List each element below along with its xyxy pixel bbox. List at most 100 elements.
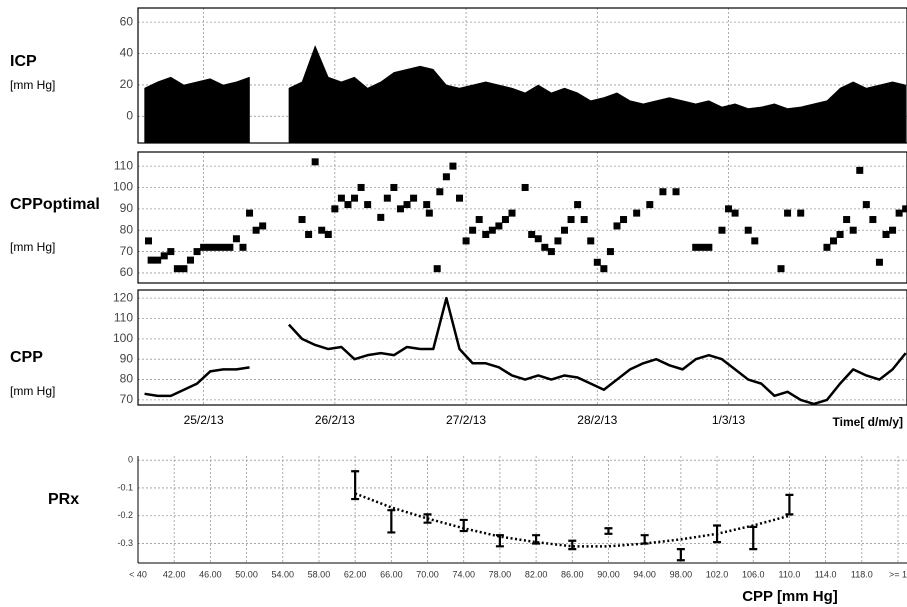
x-tick-label: 66.00 [380,569,403,579]
x-tick-label: >= 1 [889,569,907,579]
cpp-opt-point [902,205,907,213]
error-bar [713,524,722,544]
cpp-opt-point [154,256,162,264]
cpp-opt-point [593,258,601,266]
cpp-opt-point [862,201,870,209]
panel-title: ICP [10,53,37,70]
cpp-opt-point [206,243,214,251]
cpp-opt-point [456,194,464,202]
cpp-opt-point [200,243,208,251]
y-tick-label: 110 [114,311,133,325]
cpp-opt-point [744,226,752,234]
y-tick-label: 110 [114,158,133,172]
x-tick-label: 94.00 [633,569,656,579]
y-tick-label: 0 [126,108,133,122]
x-tick-label: 58.00 [308,569,331,579]
x-tick-label: 98.00 [670,569,693,579]
panel-title: CPPoptimal [10,196,100,213]
cpp-opt-point [232,235,240,243]
x-tick-label: 102.0 [706,569,729,579]
cpp-opt-point [501,216,509,224]
cpp-opt-point [252,226,260,234]
cpp-opt-point [495,222,503,230]
cpp-opt-point [705,243,713,251]
cpp-opt-point [784,209,792,217]
cpp-opt-point [186,256,194,264]
cpp-opt-point [698,243,706,251]
y-tick-label: 100 [113,331,133,345]
cpp-opt-point [403,201,411,209]
cpp-opt-point [193,248,201,256]
cpp-opt-point [882,230,890,238]
x-tick-label: 25/2/13 [184,413,224,427]
cpp-opt-point [482,230,490,238]
cpp-opt-point [869,216,877,224]
cpp-opt-point [560,226,568,234]
cpp-opt-point [425,209,433,217]
cpp-opt-point [324,230,332,238]
cpp-opt-point [423,201,431,209]
cpp-opt-point [718,226,726,234]
cpp-opt-point [889,226,897,234]
cpp-opt-point [180,265,188,273]
cpp-opt-point [357,183,365,191]
cpp-opt-point [541,243,549,251]
error-bar [568,539,577,551]
icp-area [144,44,906,144]
cpp-opt-point [442,173,450,181]
y-tick-label: 80 [120,222,134,236]
cpp-opt-point [488,226,496,234]
cpp-opt-point [475,216,483,224]
cpp-opt-point [331,205,339,213]
y-tick-label: 70 [120,392,134,406]
unit-label: [mm Hg] [10,384,55,398]
cpp-opt-point [246,209,254,217]
y-tick-label: 70 [120,244,134,258]
cpp-opt-point [377,213,385,221]
cpp-opt-point [436,188,444,196]
error-bar [387,509,396,534]
cpp-opt-point [364,201,372,209]
cpp-opt-point [692,243,700,251]
unit-label: [mm Hg] [10,240,55,254]
x-tick-label: 114.0 [815,569,837,579]
x-tick-label: 42.00 [163,569,186,579]
error-bar [459,518,468,533]
cpp-opt-point [554,237,562,245]
x-tick-label: 118.0 [851,569,873,579]
cpp-opt-point [259,222,267,230]
unit-label: [mm Hg] [10,78,55,92]
cpp-opt-point [390,183,398,191]
x-tick-label: 1/3/13 [712,413,746,427]
cpp-opt-point [305,230,313,238]
cpp-opt-point [298,216,306,224]
cpp-opt-point [672,188,680,196]
x-tick-label: 50.00 [235,569,258,579]
cpp-opt-point [173,265,181,273]
x-tick-label: 86.00 [561,569,584,579]
x-tick-label: 78.00 [489,569,512,579]
cpp-opt-point [547,248,555,256]
panel-title: PRx [48,491,79,508]
error-bar [532,534,541,545]
cpp-opt-point [160,252,168,260]
cpp-opt-point [574,201,582,209]
cpp-opt-point [433,265,441,273]
y-tick-label: -0.2 [117,510,133,520]
cpp-opt-point [646,201,654,209]
cpp-opt-point [856,166,864,174]
x-tick-label: 26/2/13 [315,413,355,427]
y-tick-label: 0 [128,455,133,465]
cpp-opt-point [383,194,391,202]
cpp-opt-point [600,265,608,273]
cpp-opt-point [725,205,733,213]
panel-frame [137,7,907,144]
x-tick-label: 106.0 [742,569,765,579]
x-tick-label: 110.0 [778,569,800,579]
y-tick-label: 60 [120,14,134,28]
cpp-opt-point [797,209,805,217]
cpp-opt-point [337,194,345,202]
x-tick-label: 54.00 [271,569,294,579]
